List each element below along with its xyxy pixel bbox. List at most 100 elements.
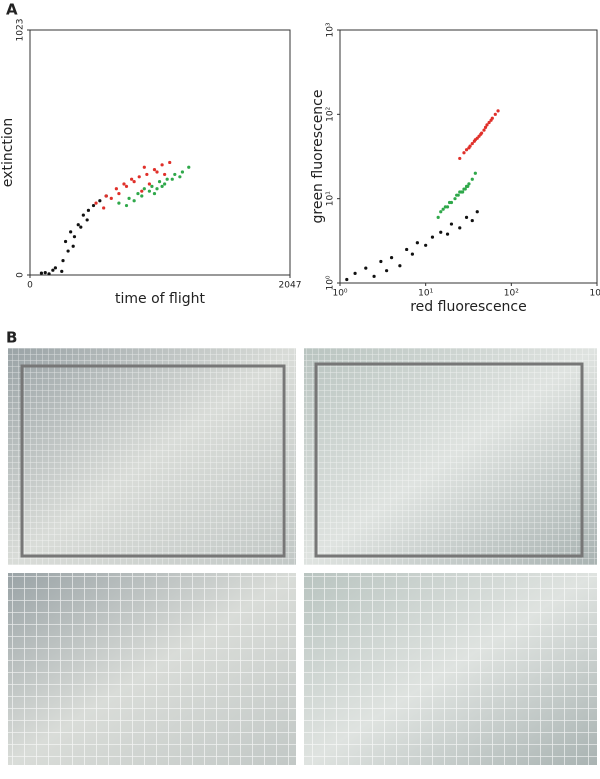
y-tick-label: 10² [326, 106, 336, 121]
point [468, 144, 472, 148]
y-axis-label: extinction [0, 118, 16, 187]
point [152, 191, 157, 196]
point [86, 208, 91, 212]
point [483, 125, 488, 129]
point [485, 123, 489, 127]
point [482, 128, 486, 132]
point [496, 109, 500, 113]
x-axis-label: red fluorescence [410, 299, 527, 315]
y-axis-label: green fluorescence [310, 90, 326, 224]
point [464, 148, 469, 152]
point [137, 175, 141, 179]
point [439, 230, 443, 234]
point [109, 196, 113, 200]
point [187, 165, 191, 169]
point [91, 203, 96, 208]
point [466, 184, 470, 188]
y-tick-label: 10⁰ [326, 275, 336, 290]
point [132, 179, 136, 184]
plot-frame [29, 29, 291, 276]
point [464, 215, 469, 219]
point [180, 170, 185, 174]
point [372, 274, 376, 278]
point [104, 194, 108, 198]
point [398, 264, 402, 268]
point [145, 172, 149, 177]
point [142, 165, 146, 169]
point [463, 187, 467, 191]
point [168, 160, 172, 165]
point [443, 205, 448, 209]
point [436, 215, 440, 219]
point [173, 172, 177, 177]
point [462, 151, 466, 155]
x-tick-label: 10³ [589, 289, 600, 299]
point [493, 112, 497, 116]
point [150, 184, 154, 188]
point [117, 201, 121, 205]
photo [304, 573, 597, 765]
point [98, 199, 102, 203]
point [122, 182, 126, 186]
point [140, 194, 144, 198]
point [66, 249, 70, 253]
point [479, 132, 483, 136]
point [147, 182, 151, 186]
point [60, 269, 64, 274]
point [385, 269, 389, 273]
point [47, 272, 51, 276]
y-tick-label: 0 [16, 272, 26, 278]
point [405, 247, 409, 252]
point [389, 256, 394, 260]
point [441, 207, 445, 211]
point [81, 213, 85, 217]
point [470, 218, 474, 223]
panel-label: A [6, 1, 18, 19]
point [458, 190, 462, 194]
point [430, 235, 435, 239]
x-axis-label: time of flight [115, 291, 205, 307]
point [157, 179, 162, 184]
point [487, 120, 491, 125]
plot-frame [339, 29, 598, 284]
point [163, 172, 167, 177]
y-tick-label: 1023 [16, 19, 26, 42]
point [467, 182, 471, 186]
point [439, 210, 443, 214]
point [447, 200, 452, 205]
point [155, 187, 159, 191]
point [170, 177, 174, 181]
point [72, 235, 77, 239]
y-tick-label: 10³ [326, 22, 336, 37]
point [76, 223, 80, 227]
point [127, 196, 131, 200]
x-tick-label: 2047 [279, 281, 302, 291]
point [114, 187, 118, 191]
point [473, 171, 477, 175]
point [69, 230, 73, 234]
point [379, 259, 383, 264]
point [163, 182, 167, 186]
point [470, 141, 474, 146]
point [472, 139, 476, 143]
point [178, 175, 182, 179]
point [53, 266, 58, 270]
y-tick-label: 10¹ [326, 191, 336, 206]
point [130, 177, 134, 181]
point [71, 244, 75, 248]
point [94, 201, 98, 205]
point [475, 136, 479, 140]
point [160, 184, 164, 188]
point [458, 156, 462, 161]
point [475, 210, 479, 214]
photo [8, 348, 296, 565]
point [489, 118, 493, 122]
point [453, 197, 457, 201]
point [124, 203, 129, 208]
point [364, 266, 368, 270]
point [461, 190, 465, 194]
point [61, 259, 65, 263]
x-tick-label: 0 [27, 281, 33, 291]
